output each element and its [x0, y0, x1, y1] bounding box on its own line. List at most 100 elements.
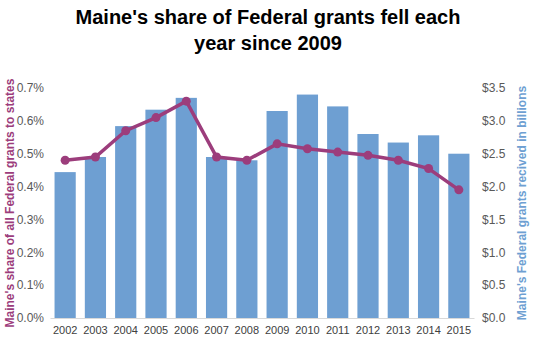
tick-label: 2004	[113, 324, 137, 336]
marker	[303, 144, 312, 153]
tick: 2002	[53, 318, 77, 336]
bar	[236, 160, 257, 318]
marker	[424, 164, 433, 173]
tick: 2009	[265, 318, 289, 336]
bar	[418, 135, 439, 318]
tick-label: $2.0	[482, 180, 506, 194]
tick-label: 2013	[386, 324, 410, 336]
bar	[267, 111, 288, 318]
bar	[206, 157, 227, 318]
bar	[176, 98, 197, 318]
tick: 0.4%	[17, 180, 50, 194]
tick-label: 0.5%	[17, 147, 45, 161]
line	[65, 101, 459, 190]
tick-label: 2012	[356, 324, 380, 336]
tick-label: 0.6%	[17, 114, 45, 128]
tick: 2004	[113, 318, 137, 336]
tick-label: 2003	[83, 324, 107, 336]
y-axis-title: Maine's share of all Federal grants to s…	[3, 78, 17, 327]
tick: $1.5	[474, 213, 506, 227]
marker	[333, 148, 342, 157]
tick-label: $1.0	[482, 246, 506, 260]
bar	[297, 95, 318, 318]
tick: 0.6%	[17, 114, 50, 128]
tick: 0.3%	[17, 213, 50, 227]
tick: $3.0	[474, 114, 506, 128]
marker	[91, 153, 100, 162]
bar	[388, 143, 409, 318]
plot-area	[55, 95, 470, 318]
chart: 0.0% 0.1% 0.2% 0.3% 0.4% 0.5% 0.6% 0.7% $0.0 $0.5…	[0, 0, 536, 361]
bar	[327, 106, 348, 318]
tick-label: 2011	[326, 324, 350, 336]
tick-label: $3.5	[482, 81, 506, 95]
title: Maine's share of Federal grants fell eac…	[76, 6, 461, 54]
tick-label: 0.4%	[17, 180, 45, 194]
tick-label: 2008	[235, 324, 259, 336]
tick: 2010	[295, 318, 319, 336]
marker	[61, 156, 70, 165]
tick: 0.5%	[17, 147, 50, 161]
tick: 2007	[204, 318, 228, 336]
tick-label: $2.5	[482, 147, 506, 161]
x-axis: 2002 2003 2004 2005 2006 2007 2008 2009 2010 2011…	[51, 318, 475, 336]
tick: 2011	[326, 318, 350, 336]
marker	[273, 139, 282, 148]
tick-label: 2015	[447, 324, 471, 336]
marker	[394, 156, 403, 165]
tick-label: 2014	[416, 324, 440, 336]
tick: $2.0	[474, 180, 506, 194]
tick: $0.0	[474, 311, 506, 325]
tick: $2.5	[474, 147, 506, 161]
bar	[85, 157, 106, 318]
tick: 2015	[447, 318, 471, 336]
axis-line	[51, 318, 475, 319]
bar	[357, 134, 378, 318]
tick-label: $0.0	[482, 311, 506, 325]
marker	[454, 185, 463, 194]
marker	[152, 113, 161, 122]
tick: 0.0%	[17, 311, 50, 325]
tick: 2014	[416, 318, 440, 336]
y2-axis: $0.0 $0.5 $1.0 $1.5 $2.0 $2.5 $3.0 $3.5	[474, 81, 506, 325]
tick: 2005	[144, 318, 168, 336]
tick: 0.7%	[17, 81, 50, 95]
bar	[55, 172, 76, 318]
y2-axis-title: Maine's Federal grants recived in billio…	[515, 86, 529, 321]
tick: 0.1%	[17, 278, 50, 292]
tick-label: $3.0	[482, 114, 506, 128]
tick-label: $0.5	[482, 278, 506, 292]
tick-label: 2006	[174, 324, 198, 336]
marker	[121, 126, 130, 135]
marker	[212, 153, 221, 162]
tick: $1.0	[474, 246, 506, 260]
tick: 2013	[386, 318, 410, 336]
bar	[448, 154, 469, 318]
tick-label: 0.1%	[17, 278, 45, 292]
tick-label: $1.5	[482, 213, 506, 227]
tick-label: 0.0%	[17, 311, 45, 325]
marker	[364, 151, 373, 160]
tick: $3.5	[474, 81, 506, 95]
marker	[182, 97, 191, 106]
axis-line	[50, 89, 51, 319]
tick-label: 0.7%	[17, 81, 45, 95]
tick-label: 0.3%	[17, 213, 45, 227]
tick-label: 2007	[204, 324, 228, 336]
tick: 2012	[356, 318, 380, 336]
tick: 2008	[235, 318, 259, 336]
tick-label: 2010	[295, 324, 319, 336]
tick-label: 0.2%	[17, 246, 45, 260]
tick: $0.5	[474, 278, 506, 292]
y-axis: 0.0% 0.1% 0.2% 0.3% 0.4% 0.5% 0.6% 0.7%	[17, 81, 51, 325]
tick: 2003	[83, 318, 107, 336]
marker	[242, 156, 251, 165]
tick: 2006	[174, 318, 198, 336]
bar	[145, 110, 166, 318]
bar	[115, 126, 136, 318]
axis-line	[474, 89, 475, 319]
tick: 0.2%	[17, 246, 50, 260]
tick-label: 2002	[53, 324, 77, 336]
tick-label: 2005	[144, 324, 168, 336]
tick-label: 2009	[265, 324, 289, 336]
